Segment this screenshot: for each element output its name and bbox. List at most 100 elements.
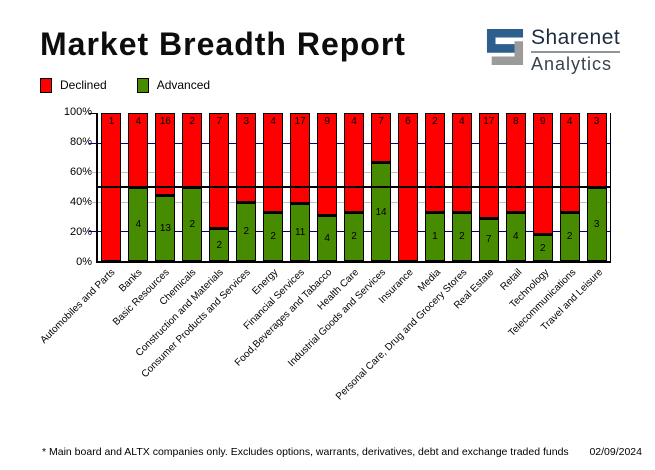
bar-advanced-segment: 7 — [478, 217, 499, 261]
declined-count-label: 3 — [243, 116, 250, 127]
bar-declined-segment: 7 — [209, 113, 230, 229]
chart-legend: Declined Advanced — [40, 78, 210, 93]
declined-count-label: 4 — [459, 116, 465, 127]
declined-count-label: 17 — [294, 116, 306, 127]
logo-name: Sharenet — [531, 27, 621, 53]
declined-count-label: 17 — [483, 116, 495, 127]
bar-declined-segment: 9 — [532, 113, 553, 235]
advanced-count-label: 4 — [324, 233, 330, 245]
declined-count-label: 4 — [270, 116, 276, 127]
footer: * Main board and ALTX companies only. Ex… — [0, 446, 655, 458]
advanced-count-label: 2 — [189, 219, 196, 230]
declined-count-label: 8 — [512, 116, 519, 127]
declined-count-label: 4 — [135, 116, 142, 127]
logo-text: Sharenet Analytics — [531, 27, 621, 74]
advanced-count-label: 2 — [270, 231, 276, 243]
bar-advanced-segment: 2 — [451, 211, 472, 261]
advanced-count-label: 2 — [351, 231, 357, 243]
footer-date: 02/09/2024 — [589, 446, 642, 458]
bar-declined-segment: 7 — [371, 113, 391, 163]
bar-declined-segment: 3 — [586, 113, 607, 187]
advanced-count-label: 13 — [159, 222, 171, 234]
legend-label-declined: Declined — [60, 78, 107, 92]
declined-swatch-icon — [40, 78, 52, 93]
bar-advanced-segment: 3 — [586, 187, 607, 261]
bar-advanced-segment: 11 — [290, 202, 311, 261]
sharenet-logo-icon — [486, 28, 524, 66]
bar-declined-segment: 4 — [128, 113, 149, 187]
advanced-count-label: 2 — [539, 242, 546, 254]
axis-tick-40 — [89, 201, 96, 203]
plot-area: 1 4 4 16 13 2 2 7 2 3 2 4 2 17 11 9 4 4 2 7 14 6 2 1 4 2 17 7 8 4 9 2 4 2… — [89, 113, 611, 263]
axis-tick-100 — [89, 113, 96, 114]
axis-tick-80 — [89, 142, 96, 144]
declined-count-label: 7 — [216, 116, 223, 127]
advanced-count-label: 7 — [486, 234, 492, 246]
x-axis-labels: Automobiles and Parts Banks Basic Resource… — [38, 267, 611, 443]
bar-advanced-segment: 2 — [559, 211, 580, 261]
bar-declined-segment: 16 — [155, 113, 176, 195]
declined-count-label: 2 — [432, 116, 438, 127]
declined-count-label: 1 — [108, 116, 115, 127]
bar-advanced-segment: 2 — [209, 228, 230, 261]
bar-advanced-segment: 2 — [344, 211, 365, 261]
bar-3: 16 13 — [155, 113, 176, 261]
y-tick-label: 0% — [76, 256, 92, 268]
bar-declined-segment: 2 — [182, 113, 203, 187]
bar-declined-segment: 4 — [559, 113, 580, 212]
legend-item-advanced: Advanced — [136, 78, 210, 93]
bar-declined-segment: 9 — [317, 113, 338, 216]
advanced-count-label: 2 — [216, 239, 223, 251]
bar-8: 17 11 — [290, 113, 311, 261]
bar-advanced-segment: 2 — [263, 211, 284, 261]
fifty-percent-line — [98, 186, 610, 188]
advanced-count-label: 4 — [135, 219, 142, 230]
advanced-count-label: 2 — [566, 231, 573, 243]
bar-advanced-segment: 1 — [424, 211, 445, 261]
declined-count-label: 9 — [324, 116, 330, 127]
sharenet-logo: Sharenet Analytics — [486, 27, 621, 74]
y-tick-label: 100% — [63, 106, 92, 118]
advanced-swatch-icon — [136, 78, 149, 93]
bar-advanced-segment: 4 — [317, 215, 338, 261]
advanced-count-label: 14 — [375, 206, 387, 218]
bar-advanced-segment: 13 — [155, 194, 176, 261]
bar-advanced-segment: 2 — [236, 201, 257, 261]
bar-advanced-segment: 4 — [128, 187, 149, 261]
bar-advanced-segment: 2 — [532, 234, 553, 261]
page-title: Market Breadth Report — [40, 26, 406, 62]
bar-declined-segment: 3 — [236, 113, 257, 202]
bar-advanced-segment: 4 — [505, 211, 526, 261]
bar-declined-segment: 4 — [451, 113, 472, 212]
declined-count-label: 4 — [566, 116, 573, 127]
legend-item-declined: Declined — [40, 78, 107, 93]
bar-advanced-segment: 14 — [371, 162, 391, 261]
declined-count-label: 7 — [378, 116, 384, 127]
bar-column: 16 13 — [152, 113, 179, 261]
advanced-count-label: 2 — [243, 226, 250, 238]
bar-declined-segment: 2 — [424, 113, 445, 212]
bar-column: 17 7 — [475, 113, 502, 261]
axis-tick-60 — [89, 172, 96, 174]
bar-declined-segment: 17 — [290, 113, 311, 203]
bar-advanced-segment: 2 — [182, 187, 203, 261]
bar-declined-segment: 8 — [505, 113, 526, 212]
declined-count-label: 4 — [351, 116, 357, 127]
footer-note: * Main board and ALTX companies only. Ex… — [42, 446, 569, 458]
bar-column: 17 11 — [287, 113, 314, 261]
declined-count-label: 6 — [405, 116, 411, 127]
declined-count-label: 9 — [539, 116, 546, 127]
